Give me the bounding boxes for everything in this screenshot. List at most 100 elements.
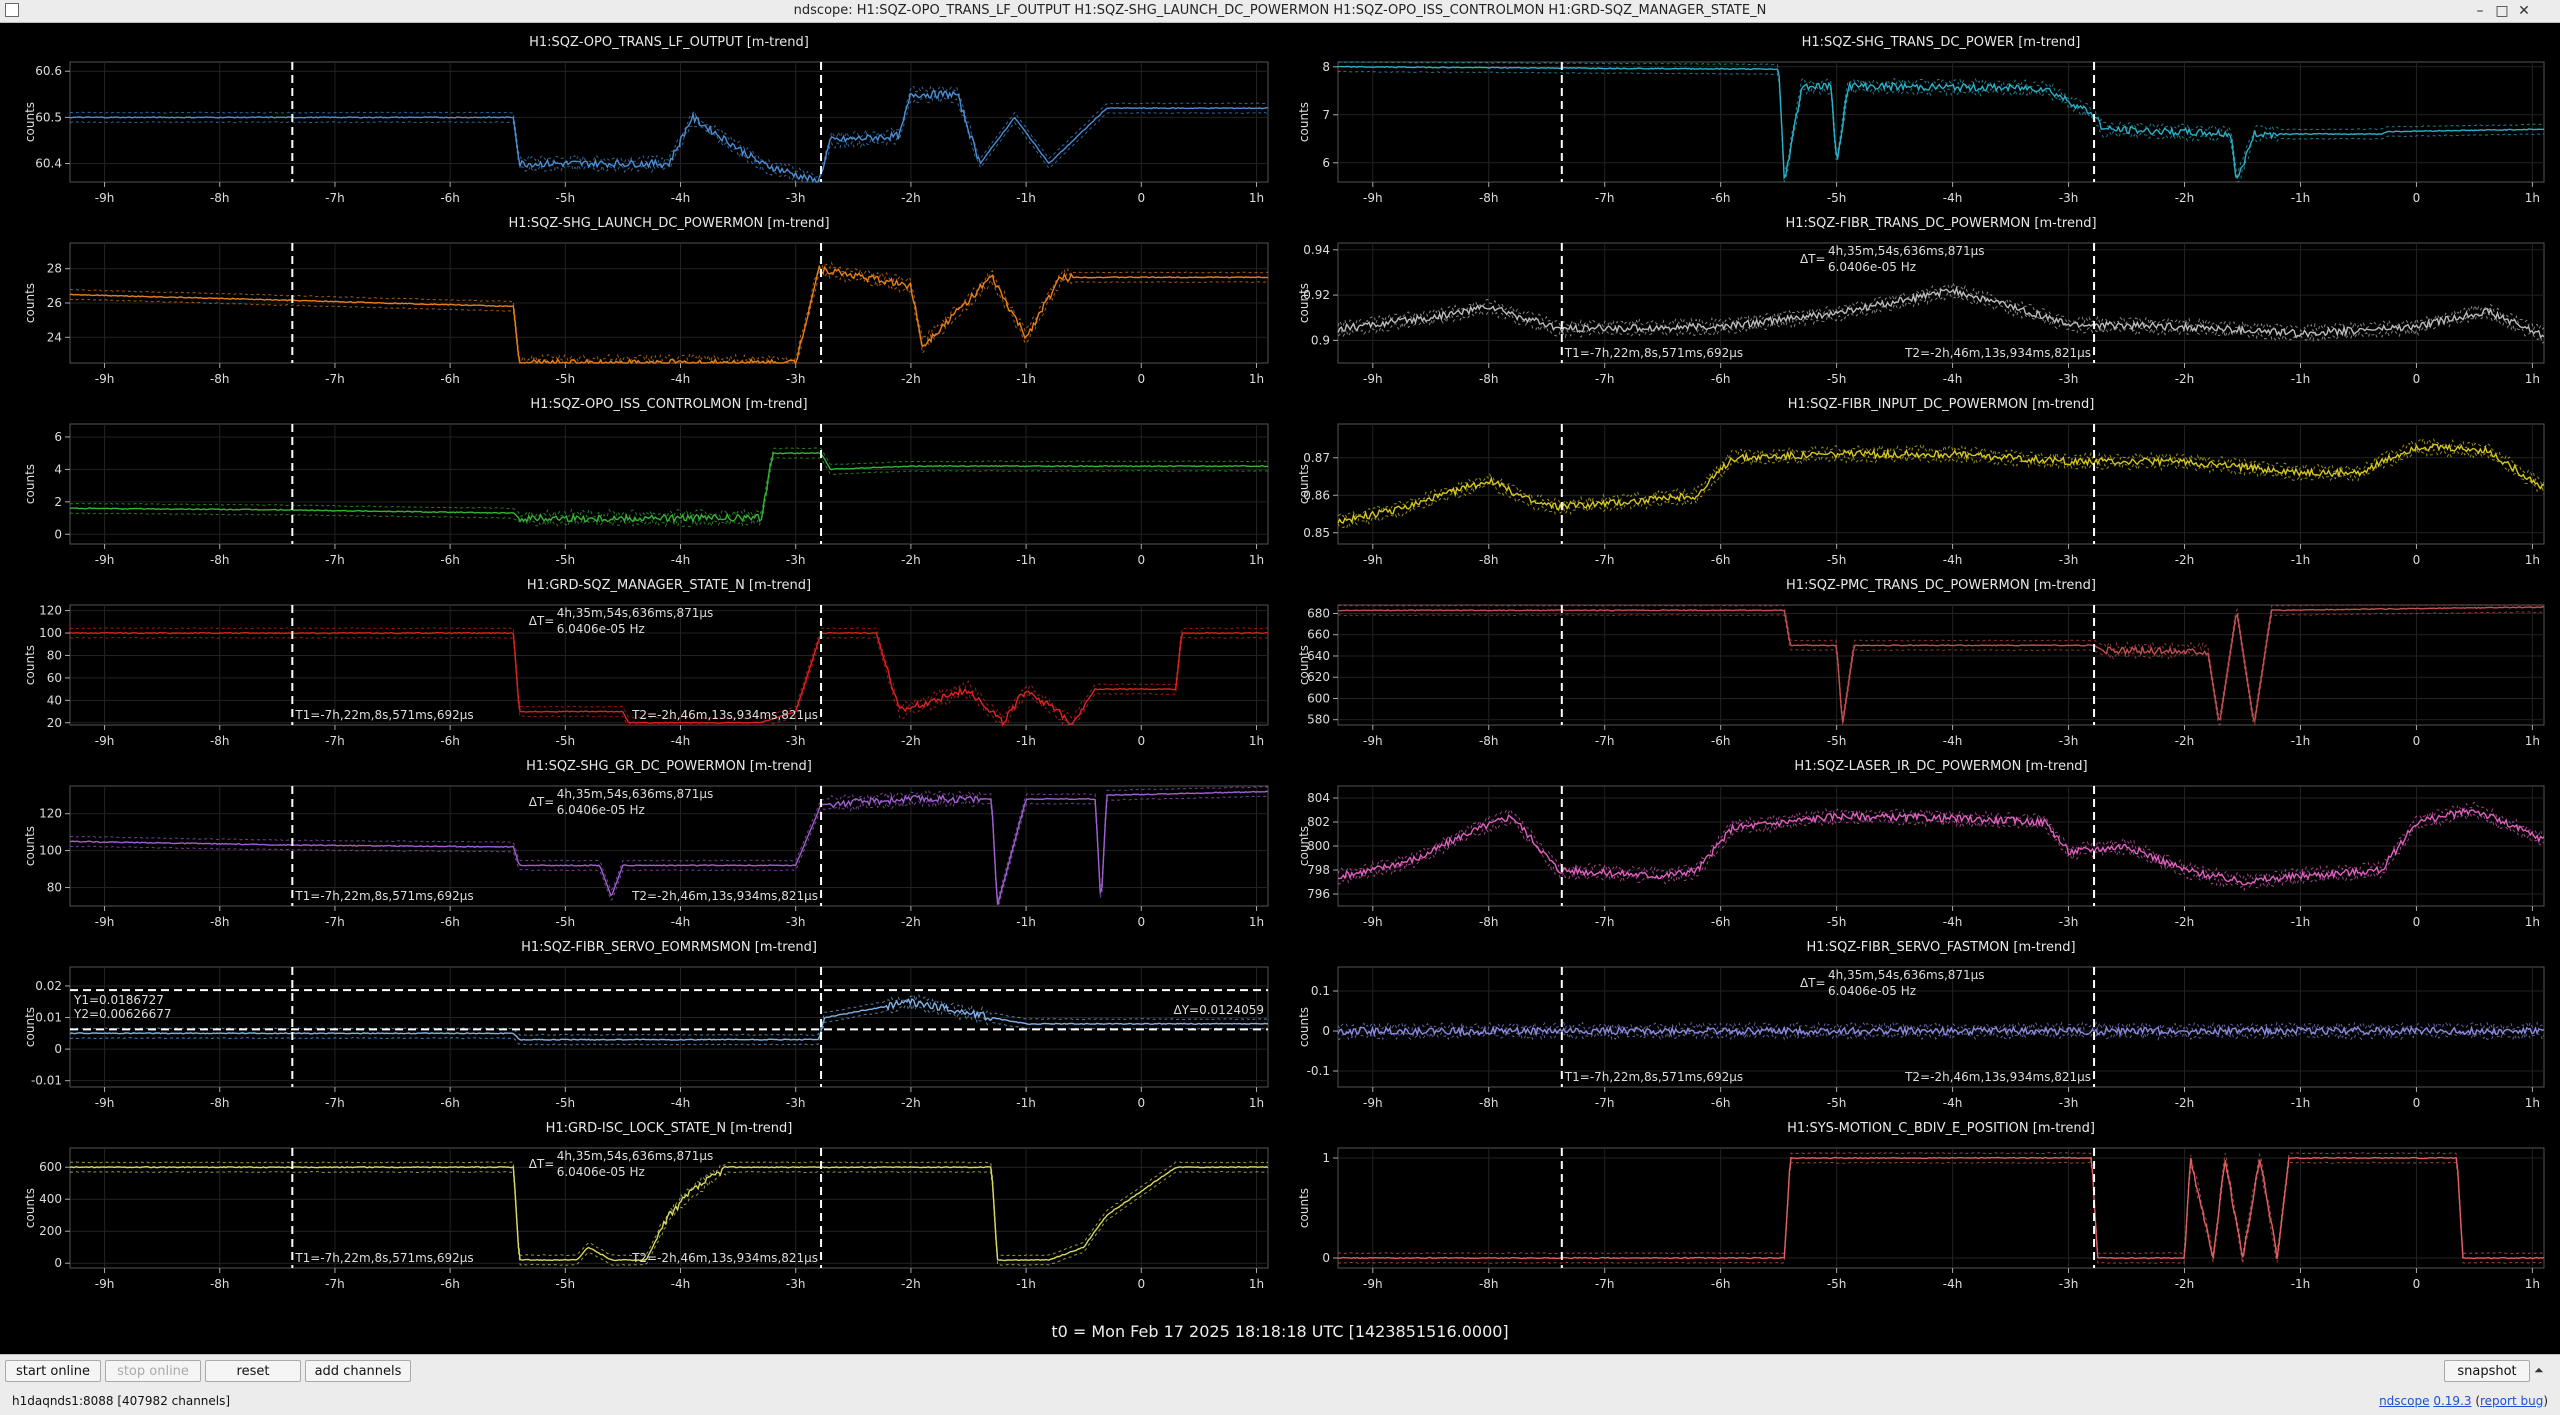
plot-area[interactable] [69,423,1269,545]
plot-1[interactable]: H1:SQZ-OPO_TRANS_LF_OUTPUT [m-trend] coun… [23,35,1269,205]
stop-online-button[interactable]: stop online [105,1360,201,1382]
plot-13[interactable]: H1:GRD-ISC_LOCK_STATE_N [m-trend] counts -… [23,1121,1269,1291]
y-tick-label: 680 [1307,606,1330,620]
x-tick-label: -7h [325,553,345,567]
x-tick-label: -2h [901,553,921,567]
chevron-up-icon[interactable]: ⏶ [2534,1363,2544,1377]
x-tick-label: 1h [1249,1277,1264,1291]
trend-mean-line [1338,807,2545,886]
plot-area[interactable] [1337,966,2545,1088]
plot-area[interactable] [1337,242,2545,364]
plot-5[interactable]: H1:SQZ-OPO_ISS_CONTROLMON [m-trend] count… [23,397,1269,567]
x-tick-label: -6h [1711,553,1731,567]
y-tick-label: 802 [1307,815,1330,829]
maximize-button[interactable]: □ [2495,3,2509,19]
delta-t-label: ΔT= [529,795,555,809]
plot-area[interactable] [69,1147,1269,1269]
snapshot-button[interactable]: snapshot [2444,1360,2530,1382]
close-button[interactable]: ✕ [2518,3,2530,19]
x-tick-label: -7h [1595,191,1615,205]
y-tick-label: 0 [54,527,62,541]
ndscope-link[interactable]: ndscope [2379,1394,2430,1408]
y-axis-label: counts [23,102,37,142]
plot-area[interactable] [1337,1147,2545,1269]
plot-7[interactable]: H1:GRD-SQZ_MANAGER_STATE_N [m-trend] coun… [23,578,1269,748]
add-channels-button[interactable]: add channels [305,1360,411,1382]
plot-2[interactable]: H1:SQZ-SHG_TRANS_DC_POWER [m-trend] count… [1297,35,2545,205]
x-tick-label: -4h [1943,1096,1963,1110]
x-tick-label: -1h [1016,734,1036,748]
trend-mean-line [1337,1156,2545,1260]
x-tick-label: -2h [2175,553,2195,567]
plot-area[interactable] [69,966,1269,1088]
plot-4[interactable]: H1:SQZ-FIBR_TRANS_DC_POWERMON [m-trend] c… [1297,216,2545,386]
plot-area[interactable] [1337,423,2545,545]
plot-6[interactable]: H1:SQZ-FIBR_INPUT_DC_POWERMON [m-trend] c… [1297,397,2545,567]
y-tick-label: 1 [1322,1151,1330,1165]
x-tick-label: 1h [1249,372,1264,386]
x-tick-label: -6h [440,734,460,748]
x-tick-label: -8h [1479,372,1499,386]
x-tick-label: -9h [95,1096,115,1110]
x-tick-label: -1h [2291,734,2311,748]
x-tick-label: -4h [1943,553,1963,567]
t1-label: T1=-7h,22m,8s,571ms,692μs [1564,346,1743,360]
trend-max-line [69,785,1269,901]
plot-area[interactable] [1337,61,2545,183]
plot-grid[interactable]: H1:SQZ-OPO_TRANS_LF_OUTPUT [m-trend] coun… [0,22,2560,1312]
y-tick-label: 7 [1322,108,1330,122]
plot-8[interactable]: H1:SQZ-PMC_TRANS_DC_POWERMON [m-trend] co… [1297,578,2545,748]
y-axis-label: counts [1297,826,1311,866]
trend-min-line [69,795,1269,908]
x-tick-label: -9h [1363,1277,1383,1291]
x-tick-label: 0 [1137,372,1145,386]
plot-3[interactable]: H1:SQZ-SHG_LAUNCH_DC_POWERMON [m-trend] c… [23,216,1269,386]
y-axis-label: counts [1297,1188,1311,1228]
x-tick-label: -4h [671,553,691,567]
plot-11[interactable]: H1:SQZ-FIBR_SERVO_EOMRMSMON [m-trend] cou… [23,940,1269,1110]
plot-9[interactable]: H1:SQZ-SHG_GR_DC_POWERMON [m-trend] count… [23,759,1269,929]
x-tick-label: 0 [2413,1096,2421,1110]
plot-area[interactable] [1337,604,2545,726]
y-tick-label: 24 [47,330,62,344]
delta-t-label: ΔT= [1800,976,1826,990]
y-tick-label: 60.6 [35,64,62,78]
plots-svg[interactable]: H1:SQZ-OPO_TRANS_LF_OUTPUT [m-trend] coun… [0,22,2560,1312]
t0-label: t0 = Mon Feb 17 2025 18:18:18 UTC [14238… [1051,1322,1509,1341]
delta-t-value: 4h,35m,54s,636ms,871μs [557,1149,714,1163]
x-tick-label: -3h [786,191,806,205]
x-tick-label: -7h [325,372,345,386]
trend-min-line [1337,611,2545,727]
t2-label: T2=-2h,46m,13s,934ms,821μs [631,889,818,903]
x-tick-label: -4h [1943,191,1963,205]
x-tick-label: -9h [1363,372,1383,386]
x-tick-label: -3h [2059,553,2079,567]
trend-max-line [1338,61,2545,179]
plot-title: H1:SQZ-SHG_LAUNCH_DC_POWERMON [m-trend] [508,216,829,231]
version-link[interactable]: 0.19.3 [2433,1394,2472,1408]
plot-14[interactable]: H1:SYS-MOTION_C_BDIV_E_POSITION [m-trend… [1297,1121,2545,1291]
trend-max-line [69,85,1269,179]
x-tick-label: -3h [2059,734,2079,748]
x-tick-label: -4h [671,734,691,748]
y-tick-label: 0.94 [1303,243,1330,257]
y-tick-label: 660 [1307,628,1330,642]
x-tick-label: -4h [1943,734,1963,748]
x-tick-label: -9h [1363,553,1383,567]
plot-12[interactable]: H1:SQZ-FIBR_SERVO_FASTMON [m-trend] count… [1297,940,2545,1110]
x-tick-label: -4h [671,915,691,929]
y-tick-label: 60 [47,671,62,685]
plot-area[interactable] [69,785,1269,907]
start-online-button[interactable]: start online [5,1360,101,1382]
plot-area[interactable] [69,604,1269,726]
y-tick-label: 600 [1307,691,1330,705]
reset-button[interactable]: reset [205,1360,301,1382]
plot-10[interactable]: H1:SQZ-LASER_IR_DC_POWERMON [m-trend] cou… [1297,759,2545,929]
x-tick-label: 0 [1137,915,1145,929]
report-bug-link[interactable]: report bug [2480,1394,2544,1408]
y-axis-label: counts [23,1007,37,1047]
x-tick-label: -2h [2175,915,2195,929]
frequency-label: 6.0406e-05 Hz [557,622,645,636]
y-tick-label: 804 [1307,791,1330,805]
minimize-button[interactable]: – [2476,3,2484,19]
